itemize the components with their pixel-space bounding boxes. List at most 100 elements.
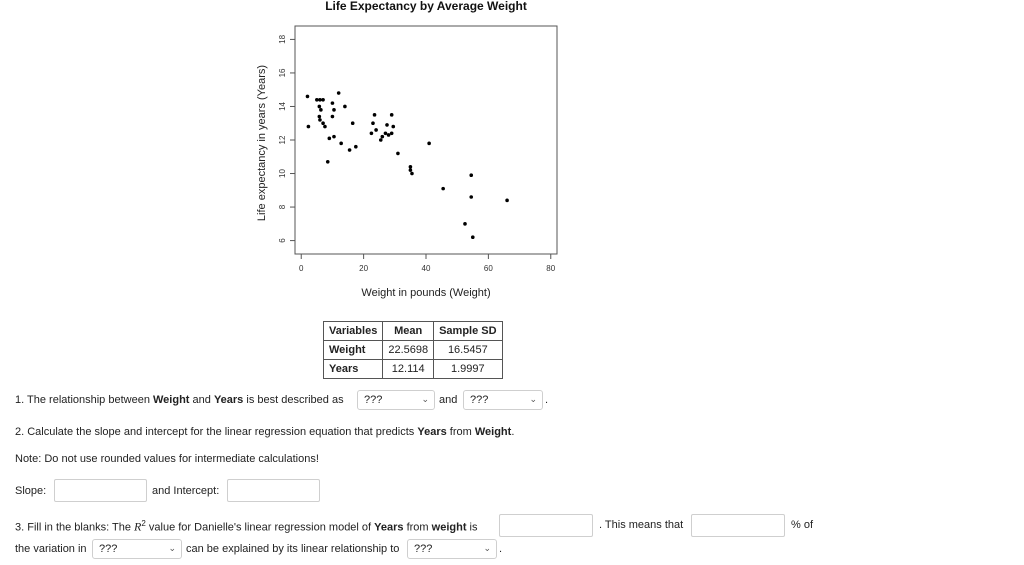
data-point <box>343 104 347 109</box>
r-squared-input[interactable] <box>499 514 593 537</box>
header-variables: Variables <box>322 321 384 341</box>
y-tick-label: 10 <box>278 169 287 178</box>
scatter-chart: Life Expectancy by Average Weight 0 20 40 6… <box>256 0 558 299</box>
table-row: Years 12.114 1.9997 <box>322 359 503 379</box>
data-point <box>410 171 414 176</box>
data-point <box>325 159 330 164</box>
data-point <box>305 94 310 99</box>
data-point <box>408 168 413 172</box>
row-variable: Weight <box>322 340 384 360</box>
slope-label: Slope: <box>15 485 47 497</box>
x-tick-label: 60 <box>484 264 493 273</box>
data-point <box>369 131 374 136</box>
data-points <box>305 91 509 240</box>
intercept-input[interactable] <box>227 479 320 502</box>
data-point <box>380 134 385 139</box>
y-tick-label: 6 <box>278 238 287 243</box>
data-point <box>385 123 389 127</box>
data-point <box>332 108 336 112</box>
data-point <box>374 128 378 132</box>
data-point <box>441 186 445 191</box>
data-point <box>389 113 394 117</box>
question-1-text: 1. The relationship between Weight and Y… <box>15 394 344 406</box>
x-tick-label: 20 <box>359 264 368 273</box>
row-mean: 22.5698 <box>382 340 435 360</box>
x-axis-label: Weight in pounds (Weight) <box>361 287 490 299</box>
data-point <box>372 113 377 117</box>
data-point <box>391 124 396 129</box>
row-sd: 1.9997 <box>433 359 503 379</box>
data-point <box>318 118 322 122</box>
data-point <box>327 136 332 141</box>
data-point <box>389 131 394 136</box>
relationship-select-2[interactable]: ??? ⌄ <box>463 390 543 410</box>
data-point <box>318 97 322 102</box>
data-point <box>354 144 358 149</box>
data-point <box>427 141 431 146</box>
data-point <box>319 108 323 112</box>
summary-stats-table: Variables Mean Sample SD Weight 22.5698 … <box>322 321 503 379</box>
y-tick-label: 18 <box>278 34 287 43</box>
question-3-text: 3. Fill in the blanks: The R2 value for … <box>15 519 478 534</box>
data-point <box>469 173 474 178</box>
data-point <box>383 131 388 136</box>
row-variable: Years <box>322 359 384 379</box>
relationship-select-1[interactable]: ??? ⌄ <box>357 390 435 410</box>
data-point <box>386 133 391 137</box>
relationship-variable-select[interactable]: ??? ⌄ <box>407 539 497 559</box>
data-point <box>317 114 322 119</box>
data-point <box>332 134 336 139</box>
q3-line2-text: the variation in <box>15 543 87 555</box>
data-point <box>317 104 322 109</box>
chevron-down-icon: ⌄ <box>421 394 429 404</box>
data-point <box>330 114 335 119</box>
q3-end: . <box>499 543 503 555</box>
x-tick-label: 0 <box>299 264 304 273</box>
data-point <box>396 151 400 156</box>
y-tick-label: 14 <box>278 101 287 110</box>
chevron-down-icon: ⌄ <box>483 543 491 553</box>
data-point <box>321 121 325 126</box>
data-point <box>306 124 311 129</box>
data-point <box>408 165 413 169</box>
table-header-row: Variables Mean Sample SD <box>322 321 503 341</box>
percent-input[interactable] <box>691 514 785 537</box>
plot-area <box>294 25 558 255</box>
chevron-down-icon: ⌄ <box>529 394 537 404</box>
x-tick-label: 80 <box>546 264 555 273</box>
header-sd: Sample SD <box>433 321 503 341</box>
q3-explained-text: can be explained by its linear relations… <box>186 543 400 555</box>
data-point <box>339 141 343 146</box>
data-point <box>371 121 375 126</box>
table-row: Weight 22.5698 16.5457 <box>322 340 503 360</box>
chart-title: Life Expectancy by Average Weight <box>325 0 527 13</box>
q1-end: . <box>545 394 549 406</box>
q3-means-text: . This means that <box>599 519 684 531</box>
data-point <box>330 101 335 105</box>
data-point <box>470 235 475 240</box>
intercept-label: and Intercept: <box>152 485 220 497</box>
row-sd: 16.5457 <box>433 340 503 360</box>
data-point <box>347 148 352 152</box>
row-mean: 12.114 <box>382 359 435 379</box>
question-2-text: 2. Calculate the slope and intercept for… <box>15 426 515 438</box>
slope-input[interactable] <box>54 479 147 502</box>
q3-percent-text: % of <box>791 519 814 531</box>
data-point <box>378 138 383 142</box>
data-point <box>323 124 327 129</box>
note-text: Note: Do not use rounded values for inte… <box>15 453 319 465</box>
variation-variable-select[interactable]: ??? ⌄ <box>92 539 182 559</box>
y-axis: 6 8 10 12 14 16 18 <box>278 34 295 243</box>
y-tick-label: 16 <box>278 68 287 77</box>
q1-connector: and <box>439 394 458 406</box>
data-point <box>315 97 319 102</box>
data-point <box>505 198 509 203</box>
y-tick-label: 12 <box>278 135 287 144</box>
x-axis: 0 20 40 60 80 <box>299 254 556 273</box>
header-mean: Mean <box>382 321 435 341</box>
chevron-down-icon: ⌄ <box>168 543 176 553</box>
data-point <box>469 195 474 199</box>
y-axis-label: Life expectancy in years (Years) <box>256 65 268 221</box>
data-point <box>321 97 325 102</box>
data-point <box>336 91 341 95</box>
